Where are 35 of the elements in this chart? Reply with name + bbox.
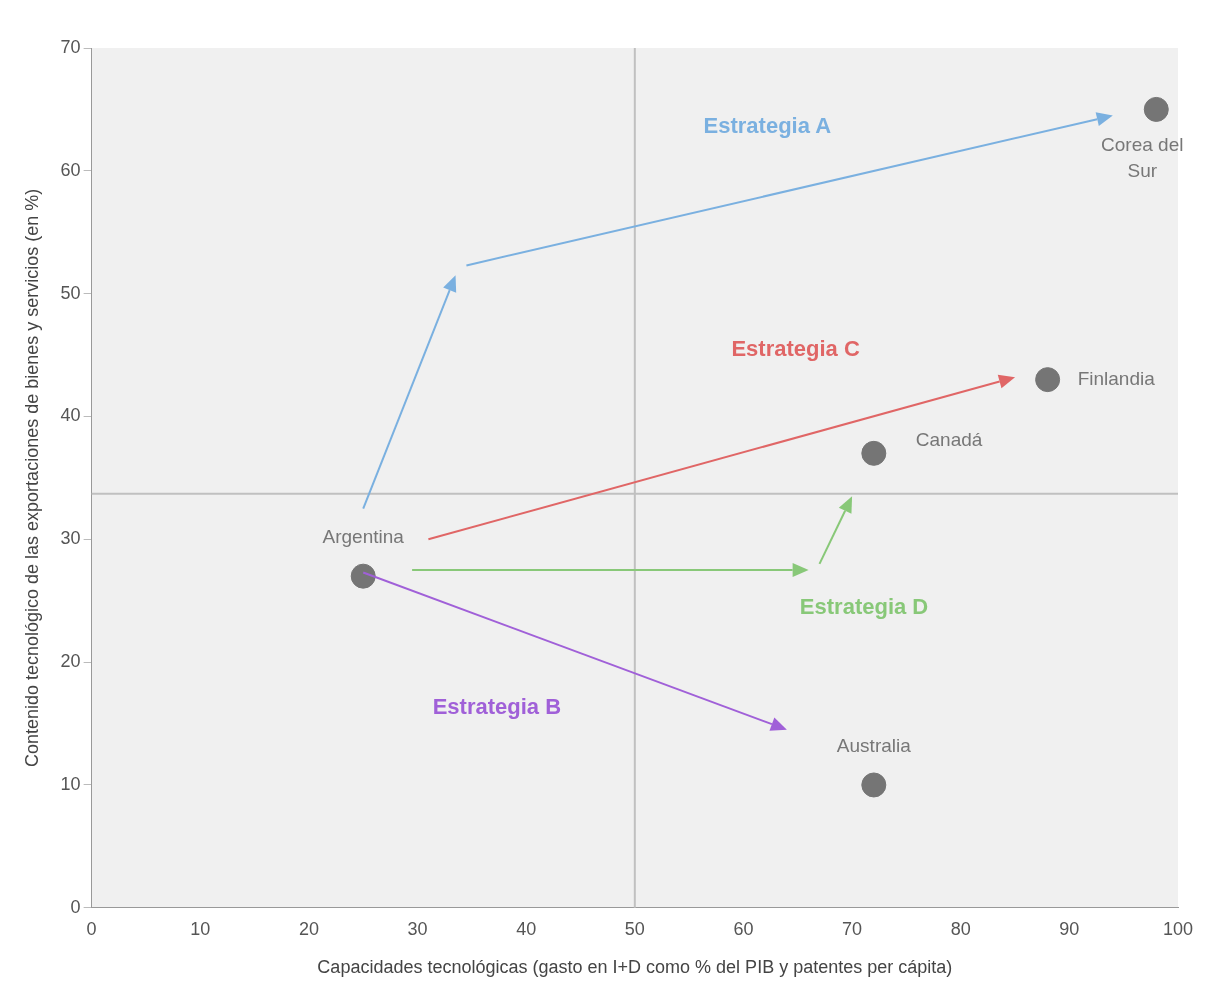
annotation: Estrategia D — [799, 594, 929, 620]
x-tick-label: 90 — [1059, 918, 1080, 939]
x-tick-label: 40 — [516, 918, 537, 939]
series-label: Canadá — [915, 428, 983, 450]
x-tick-label: 10 — [190, 918, 211, 939]
x-tick-label: 20 — [298, 918, 319, 939]
point — [861, 772, 887, 798]
x-tick-label: 80 — [950, 918, 971, 939]
x-tick-label: 60 — [733, 918, 754, 939]
x-tick-label: 30 — [407, 918, 428, 939]
annotation: Estrategia C — [731, 336, 860, 362]
y-tick-label: 10 — [60, 773, 81, 794]
x-tick-label: 50 — [624, 918, 645, 939]
x-tick-label: 0 — [86, 918, 97, 939]
y-tick-label: 0 — [70, 896, 81, 917]
y-tick-label: 20 — [60, 651, 81, 672]
point — [1143, 96, 1169, 122]
y-tick-label: 60 — [60, 159, 81, 180]
y-tick-label: 70 — [60, 36, 81, 57]
x-tick-label: 100 — [1162, 918, 1194, 939]
point — [1035, 367, 1061, 393]
point — [350, 563, 376, 589]
x-axis-title: Capacidades tecnológicas (gasto en I+D como % del PIB y patentes per cápita) — [317, 957, 953, 978]
series-label: Argentina — [322, 526, 405, 548]
annotation: Estrategia B — [432, 693, 562, 719]
y-axis-title: Contenido tecnológico de las exportaciones de bienes y servicios (en %) — [21, 188, 42, 768]
y-tick-label: 50 — [60, 282, 81, 303]
x-tick-label: 70 — [842, 918, 863, 939]
series-label: Corea del Sur — [1101, 133, 1184, 181]
annotation: Estrategia A — [703, 112, 832, 138]
y-tick-label: 30 — [60, 528, 81, 549]
series-label: Australia — [836, 735, 912, 757]
y-tick-label: 40 — [60, 405, 81, 426]
point — [861, 440, 887, 466]
series-label: Finlandia — [1077, 367, 1156, 389]
